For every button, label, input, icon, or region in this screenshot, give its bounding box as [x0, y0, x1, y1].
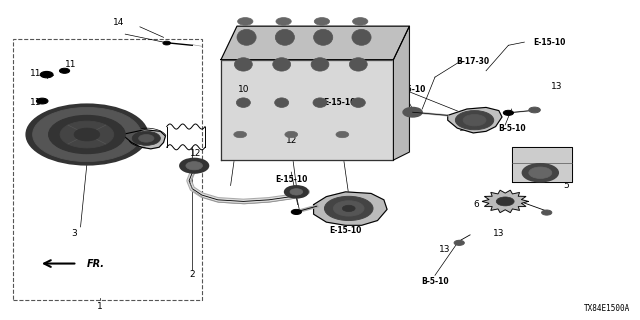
- Circle shape: [522, 164, 558, 182]
- Circle shape: [60, 121, 114, 148]
- Circle shape: [403, 108, 422, 117]
- Circle shape: [82, 132, 92, 137]
- Ellipse shape: [236, 98, 250, 108]
- Circle shape: [163, 41, 171, 45]
- Circle shape: [26, 104, 148, 165]
- Text: 11: 11: [30, 69, 42, 78]
- Text: B-5-10: B-5-10: [498, 124, 525, 132]
- Text: 13: 13: [550, 82, 562, 91]
- Circle shape: [541, 210, 552, 215]
- Circle shape: [290, 189, 303, 195]
- Text: 5: 5: [563, 181, 569, 190]
- Text: 13: 13: [493, 229, 504, 238]
- Ellipse shape: [352, 29, 371, 45]
- Circle shape: [285, 186, 308, 197]
- Circle shape: [353, 18, 368, 25]
- Circle shape: [291, 209, 301, 214]
- Ellipse shape: [313, 98, 327, 108]
- Polygon shape: [394, 26, 410, 160]
- Circle shape: [463, 115, 486, 126]
- Polygon shape: [314, 192, 387, 225]
- Polygon shape: [221, 60, 394, 160]
- Circle shape: [529, 167, 552, 179]
- Polygon shape: [221, 26, 410, 60]
- Text: E-15-10: E-15-10: [534, 38, 566, 47]
- Circle shape: [186, 162, 202, 170]
- Circle shape: [33, 108, 141, 162]
- Ellipse shape: [234, 58, 252, 71]
- Text: 1: 1: [97, 302, 102, 311]
- Text: 2: 2: [189, 270, 195, 279]
- Circle shape: [49, 116, 125, 154]
- Text: 11: 11: [30, 98, 42, 107]
- Text: 7: 7: [458, 120, 463, 130]
- Circle shape: [36, 98, 48, 104]
- Text: TX84E1500A: TX84E1500A: [584, 304, 630, 313]
- Circle shape: [74, 128, 100, 141]
- Ellipse shape: [314, 29, 333, 45]
- Text: 4: 4: [563, 162, 569, 171]
- Ellipse shape: [275, 29, 294, 45]
- Circle shape: [503, 110, 513, 116]
- Ellipse shape: [311, 58, 329, 71]
- Ellipse shape: [351, 98, 365, 108]
- Ellipse shape: [273, 58, 291, 71]
- Text: 8: 8: [352, 203, 358, 212]
- Text: E-15-10: E-15-10: [330, 226, 362, 235]
- Text: FR.: FR.: [87, 259, 105, 268]
- Text: E-15-10: E-15-10: [323, 98, 355, 107]
- Circle shape: [314, 18, 330, 25]
- Text: E-15-10: E-15-10: [275, 175, 307, 184]
- Circle shape: [342, 205, 355, 212]
- Circle shape: [454, 240, 465, 245]
- Circle shape: [237, 18, 253, 25]
- Circle shape: [276, 18, 291, 25]
- Circle shape: [324, 196, 373, 220]
- Text: E-15-10: E-15-10: [393, 85, 426, 94]
- Polygon shape: [448, 108, 502, 133]
- Circle shape: [336, 131, 349, 138]
- Text: 10: 10: [237, 85, 249, 94]
- Circle shape: [496, 197, 514, 206]
- Text: 6: 6: [474, 200, 479, 209]
- Circle shape: [234, 131, 246, 138]
- Text: 9: 9: [378, 53, 383, 62]
- Text: 15: 15: [289, 188, 300, 196]
- Text: 12: 12: [285, 136, 297, 145]
- Text: B-5-10: B-5-10: [421, 276, 449, 285]
- Polygon shape: [122, 130, 166, 149]
- Text: B-17-30: B-17-30: [457, 57, 490, 66]
- Polygon shape: [482, 190, 528, 212]
- Circle shape: [180, 159, 208, 173]
- Bar: [13, 39, 202, 300]
- Circle shape: [333, 201, 364, 216]
- Text: 3: 3: [71, 229, 77, 238]
- Text: 11: 11: [65, 60, 77, 69]
- Circle shape: [132, 131, 161, 145]
- Circle shape: [139, 134, 154, 142]
- Text: 12: 12: [190, 149, 201, 158]
- Ellipse shape: [349, 58, 367, 71]
- Circle shape: [285, 131, 298, 138]
- Circle shape: [529, 107, 540, 113]
- Ellipse shape: [237, 29, 256, 45]
- Circle shape: [40, 71, 53, 78]
- Circle shape: [60, 68, 70, 73]
- Polygon shape: [511, 147, 572, 182]
- Text: 13: 13: [439, 245, 451, 254]
- Text: 14: 14: [113, 19, 125, 28]
- Ellipse shape: [275, 98, 289, 108]
- Circle shape: [456, 111, 493, 130]
